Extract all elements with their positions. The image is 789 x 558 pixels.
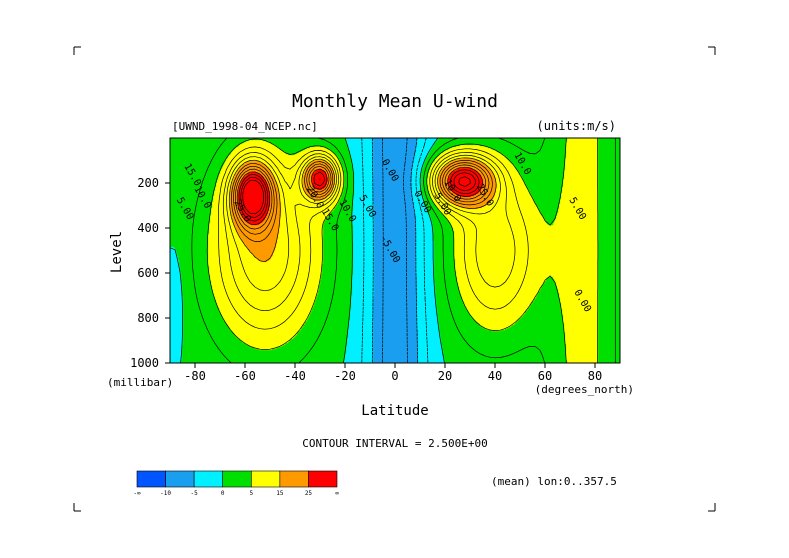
x-tick-label: 80 (588, 369, 602, 383)
colorbar-swatch (193, 470, 224, 488)
chart-title: Monthly Mean U-wind (292, 91, 498, 112)
colorbar-tick-label: 15 (276, 490, 284, 497)
colorbar-swatch (165, 470, 195, 488)
contour-line (371, 137, 418, 364)
colorbar-swatch (308, 470, 338, 488)
colorbar-tick-label: -10 (160, 490, 171, 497)
colorbar-swatch (136, 470, 166, 488)
y-axis: 200 400 600 800 1000 (130, 176, 170, 370)
contour-line (222, 151, 516, 312)
units-label: (units:m/s) (537, 119, 616, 133)
contour-line (235, 164, 487, 230)
colorbar-tick-label: ∞ (335, 490, 339, 497)
mean-note: (mean) lon:0..357.5 (491, 475, 617, 488)
x-axis-title: Latitude (361, 403, 428, 419)
colorbar-tick-label: 5 (249, 490, 253, 497)
x-tick-label: 20 (438, 369, 452, 383)
contour-line (233, 162, 490, 235)
contour-line (242, 176, 471, 215)
colorbar-tick-label: -∞ (133, 490, 141, 497)
contour-line (231, 159, 493, 242)
colorbar-swatch (250, 470, 281, 488)
x-axis: -80 -60 -40 -20 0 20 40 60 80 (184, 363, 602, 383)
contour-line (240, 172, 476, 218)
y-tick-label: 600 (137, 266, 159, 280)
y-tick-label: 400 (137, 221, 159, 235)
x-tick-label: 60 (538, 369, 552, 383)
contour-line (236, 166, 483, 226)
y-axis-title: Level (109, 231, 125, 273)
y-tick-label: 200 (137, 176, 159, 190)
contour-line (382, 137, 408, 363)
colorbar: -∞ -10 -5 0 5 15 25 ∞ (133, 470, 339, 497)
dataset-label: [UWND_1998-04_NCEP.nc] (172, 120, 318, 133)
contour-line (191, 137, 616, 364)
corner-mark-top-right (708, 46, 716, 55)
colorbar-swatch (279, 470, 309, 488)
corner-marks (73, 46, 716, 512)
x-unit-label: (degrees_north) (535, 383, 634, 396)
contour-line (361, 137, 429, 364)
x-tick-label: -40 (284, 369, 306, 383)
contour-line (169, 137, 445, 364)
colorbar-tick-label: 0 (221, 490, 225, 497)
y-unit-label: (millibar) (107, 376, 173, 389)
x-tick-label: 0 (391, 369, 398, 383)
x-tick-label: -20 (334, 369, 356, 383)
contour-interval-note: CONTOUR INTERVAL = 2.500E+00 (302, 437, 487, 450)
corner-mark-bottom-left (73, 503, 81, 512)
corner-mark-bottom-right (708, 503, 716, 512)
contour-line (226, 154, 501, 292)
contour-lines (169, 137, 616, 364)
x-tick-label: 40 (488, 369, 502, 383)
corner-mark-top-left (73, 46, 81, 55)
plot-area: 15.010.05.00 25.020.015.010.05.000.00-5.0… (169, 137, 621, 364)
x-tick-label: -60 (234, 369, 256, 383)
contour-line (206, 137, 599, 364)
y-tick-label: 800 (137, 311, 159, 325)
x-tick-label: -80 (184, 369, 206, 383)
contour-line (238, 169, 480, 222)
colorbar-swatch (222, 470, 252, 488)
contour-line (228, 157, 497, 263)
colorbar-tick-label: 25 (305, 490, 313, 497)
y-tick-label: 1000 (130, 356, 159, 370)
colorbar-tick-label: -5 (191, 490, 199, 497)
contour-line (218, 146, 529, 330)
